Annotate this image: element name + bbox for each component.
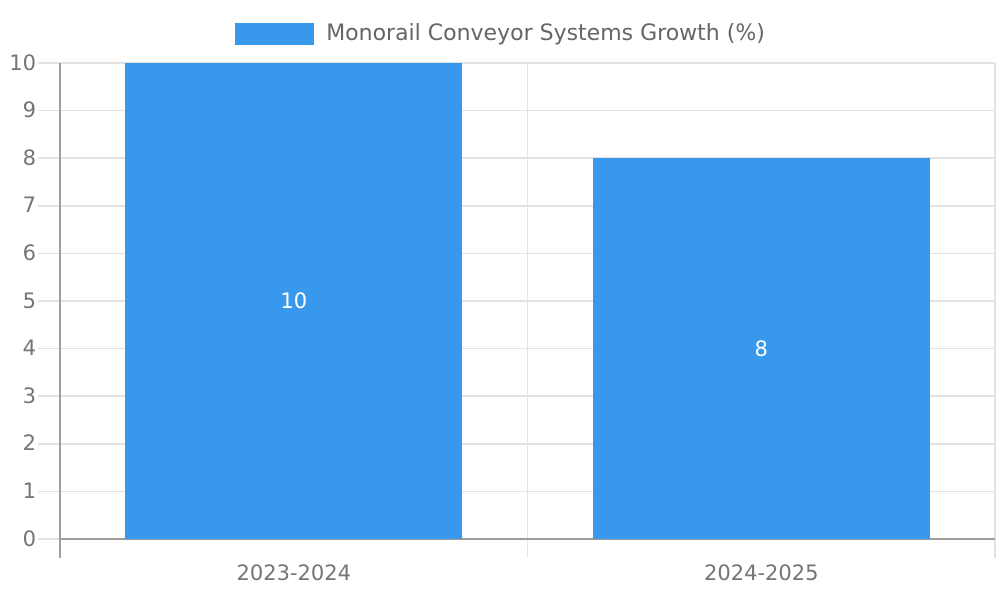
x-tick-label: 2024-2025 [704, 561, 819, 585]
gridline-horizontal [38, 252, 995, 255]
gridline-horizontal [38, 490, 995, 493]
y-tick-label: 1 [22, 478, 36, 503]
y-tick-label: 0 [22, 526, 36, 551]
gridline-horizontal [38, 109, 995, 112]
bar-value-label: 8 [754, 336, 768, 361]
y-tick-label: 9 [22, 98, 36, 123]
bar-2024-2025[interactable]: 8 [592, 158, 930, 539]
y-tick-label: 8 [22, 145, 36, 170]
bar-value-label: 10 [280, 289, 308, 313]
gridline-horizontal [38, 205, 995, 207]
gridline-horizontal [38, 62, 995, 64]
y-tick-label: 3 [22, 383, 36, 408]
gridline-horizontal [38, 157, 995, 159]
x-axis-line [60, 538, 995, 540]
y-axis-line [59, 63, 61, 558]
legend-label: Monorail Conveyor Systems Growth (%) [326, 21, 765, 46]
gridline-horizontal [38, 347, 995, 350]
gridline-horizontal [38, 395, 995, 397]
y-tick-label: 7 [22, 193, 36, 218]
gridline-horizontal [38, 443, 995, 445]
x-tick-label: 2023-2024 [236, 561, 351, 585]
y-tick-label: 4 [22, 336, 36, 361]
y-tick-label: 2 [22, 431, 36, 456]
y-tick-label: 10 [9, 50, 36, 75]
chart-legend[interactable]: Monorail Conveyor Systems Growth (%) [0, 21, 1000, 46]
gridline-vertical [526, 63, 529, 558]
gridline-horizontal [38, 300, 995, 302]
legend-swatch [235, 22, 315, 45]
y-tick-label: 5 [22, 288, 36, 313]
bar-2023-2024[interactable]: 10 [125, 63, 463, 539]
gridline-vertical [994, 63, 996, 558]
y-tick-label: 6 [22, 240, 36, 265]
plot-area: 10 8 [38, 62, 996, 558]
